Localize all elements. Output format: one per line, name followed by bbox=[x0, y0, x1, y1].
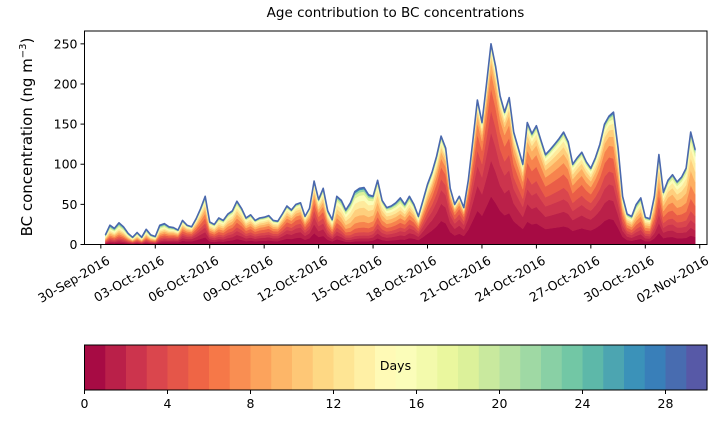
y-axis-label: BC concentration (ng m−3) bbox=[13, 7, 36, 267]
colorbar-bin bbox=[375, 345, 397, 390]
colorbar-tick-label: 28 bbox=[658, 396, 674, 411]
colorbar-bin bbox=[167, 345, 189, 390]
colorbar-bin bbox=[478, 345, 501, 390]
colorbar-bin bbox=[292, 345, 314, 390]
colorbar: 0 4 8 12 16 20 24 28 bbox=[81, 344, 708, 411]
colorbar-tick-label: 12 bbox=[326, 396, 342, 411]
y-axis-label-close: ) bbox=[18, 37, 36, 44]
colorbar-bin bbox=[458, 345, 480, 390]
colorbar-bin bbox=[395, 345, 418, 390]
colorbar-title: Days bbox=[379, 358, 412, 373]
colorbar-bin bbox=[126, 345, 148, 390]
colorbar-bin bbox=[229, 345, 252, 390]
colorbar-bin bbox=[209, 345, 231, 390]
y-tick-label: 100 bbox=[54, 157, 78, 172]
total-concentration-line bbox=[104, 43, 696, 239]
chart-title: Age contribution to BC concentrations bbox=[266, 5, 525, 21]
colorbar-tick-label: 8 bbox=[247, 396, 255, 411]
colorbar-bin bbox=[665, 345, 687, 390]
colorbar-bin bbox=[541, 345, 563, 390]
colorbar-bin bbox=[354, 345, 376, 390]
y-tick-label: 150 bbox=[54, 117, 78, 132]
y-tick-label: 250 bbox=[54, 36, 78, 51]
colorbar-tick-label: 16 bbox=[409, 396, 425, 411]
colorbar-bin bbox=[686, 345, 708, 390]
colorbar-border bbox=[84, 344, 708, 391]
y-tick-label: 0 bbox=[70, 237, 78, 252]
y-tick-label: 200 bbox=[54, 76, 78, 91]
colorbar-tick-label: 20 bbox=[492, 396, 508, 411]
y-tick-label: 50 bbox=[62, 197, 78, 212]
colorbar-bin bbox=[603, 345, 625, 390]
colorbar-bin bbox=[146, 345, 169, 390]
colorbar-bin bbox=[437, 345, 459, 390]
colorbar-bin bbox=[84, 345, 106, 390]
y-axis-label-exponent: −3 bbox=[18, 43, 29, 59]
stacked-area-layers bbox=[104, 43, 696, 245]
colorbar-bin bbox=[416, 345, 438, 390]
colorbar-bin bbox=[250, 345, 272, 390]
plot-border bbox=[84, 30, 708, 245]
colorbar-bin bbox=[312, 345, 335, 390]
colorbar-bin bbox=[188, 345, 210, 390]
colorbar-bin bbox=[499, 345, 521, 390]
colorbar-bin bbox=[520, 345, 542, 390]
colorbar-bin bbox=[624, 345, 646, 390]
colorbar-bin bbox=[561, 345, 584, 390]
colorbar-tick-label: 24 bbox=[575, 396, 591, 411]
colorbar-bin bbox=[333, 345, 355, 390]
colorbar-tick-label: 4 bbox=[164, 396, 172, 411]
colorbar-bin bbox=[644, 345, 667, 390]
colorbar-tick-label: 0 bbox=[81, 396, 89, 411]
colorbar-bin bbox=[582, 345, 604, 390]
colorbar-bin bbox=[271, 345, 293, 390]
colorbar-bin bbox=[105, 345, 127, 390]
y-axis-label-text: BC concentration (ng m bbox=[18, 58, 36, 237]
